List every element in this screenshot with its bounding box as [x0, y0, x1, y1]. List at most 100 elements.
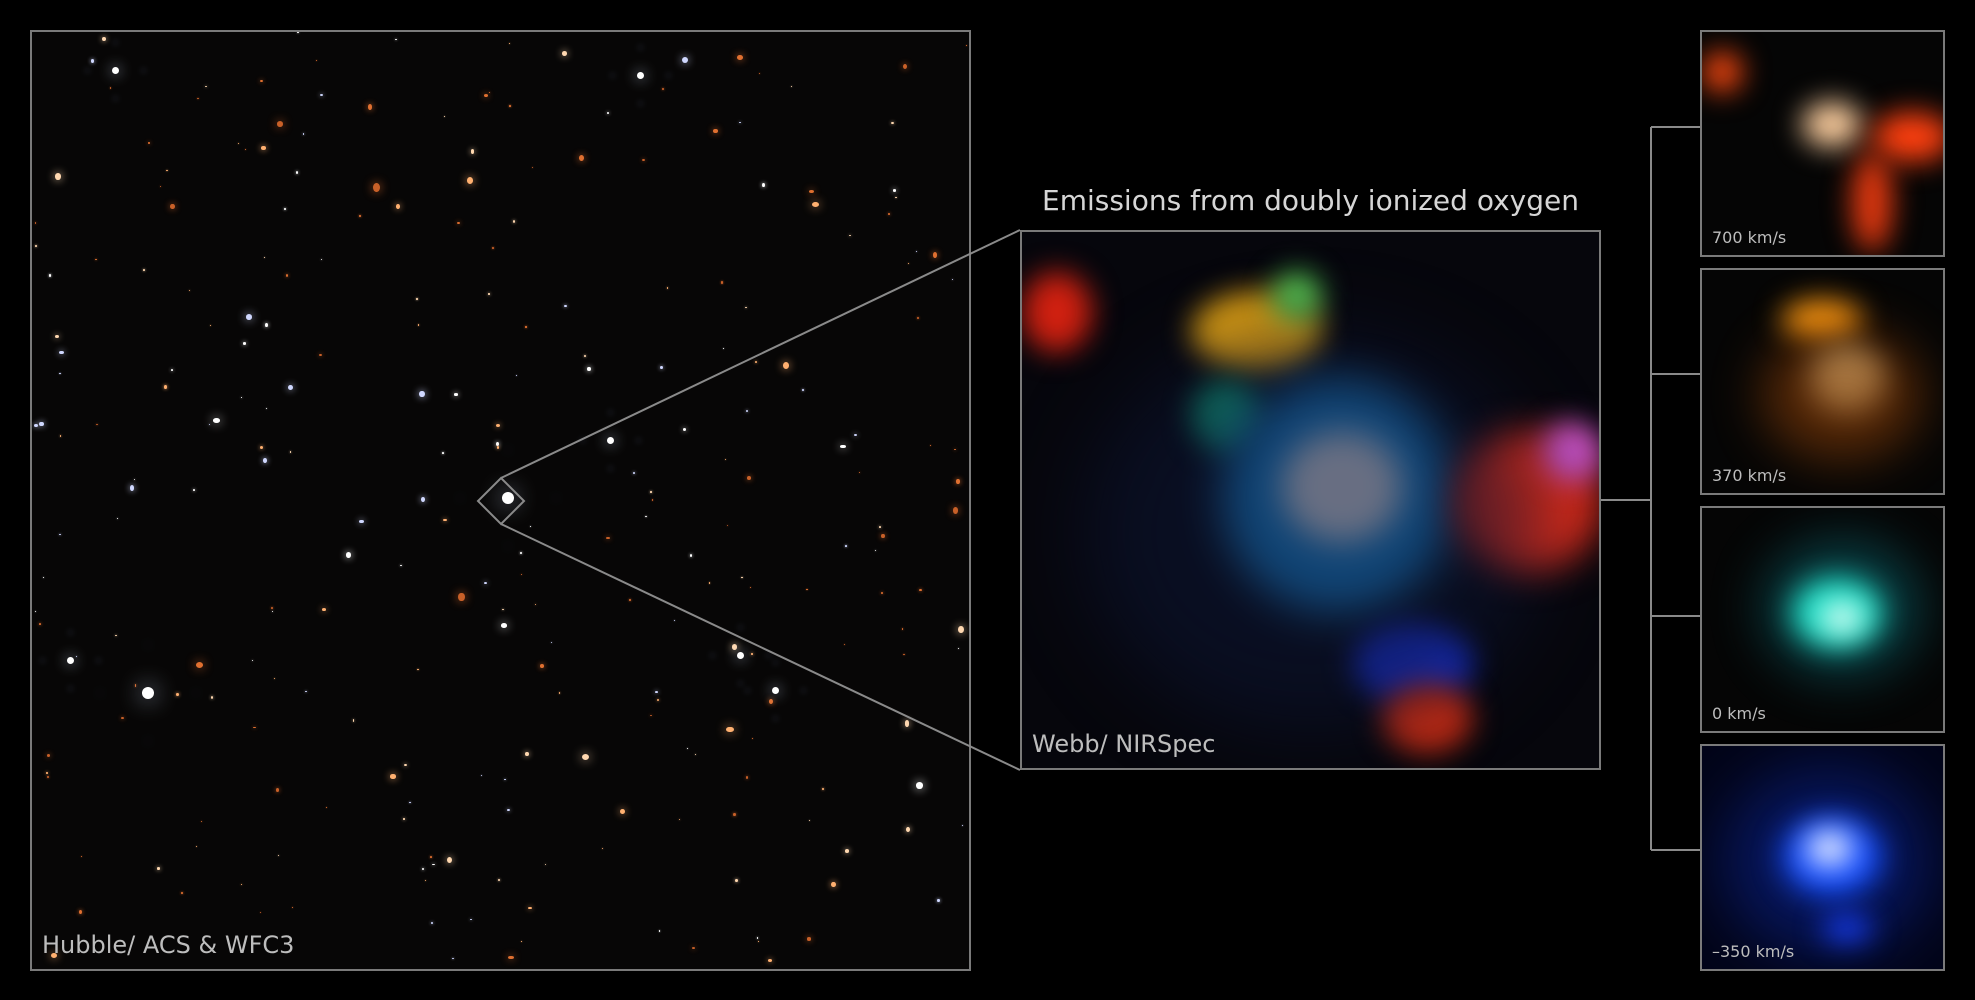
star [245, 148, 247, 151]
star [853, 433, 858, 437]
star [752, 737, 754, 739]
star [359, 215, 362, 217]
star [212, 417, 221, 423]
star [205, 85, 208, 88]
star [808, 820, 810, 822]
star [143, 269, 146, 271]
star [849, 234, 852, 237]
star [903, 653, 905, 655]
star [660, 366, 663, 370]
star [504, 778, 506, 781]
star [642, 159, 646, 162]
star [649, 491, 652, 493]
star [687, 748, 689, 749]
star [712, 128, 718, 134]
star [95, 258, 97, 261]
star [587, 366, 591, 371]
star [520, 552, 523, 555]
hubble-image-panel: Hubble/ ACS & WFC3 [30, 30, 971, 971]
star [745, 409, 748, 412]
star [858, 472, 861, 474]
star [768, 958, 773, 962]
star [749, 586, 751, 588]
star [51, 953, 58, 959]
star [531, 167, 534, 168]
star [245, 313, 253, 320]
velocity-label: 0 km/s [1712, 704, 1766, 723]
star [196, 845, 198, 847]
star [681, 57, 688, 64]
star [390, 774, 396, 779]
star [958, 648, 960, 649]
star [253, 726, 256, 729]
star [874, 550, 876, 552]
star [888, 213, 891, 215]
star [261, 146, 266, 150]
star [581, 753, 590, 760]
star [54, 173, 61, 180]
star [164, 385, 167, 389]
star [930, 445, 932, 447]
star [46, 754, 51, 758]
star [109, 86, 112, 89]
star [831, 882, 836, 888]
star [564, 304, 567, 307]
star [196, 662, 204, 669]
bright-star [502, 492, 514, 504]
star [579, 155, 585, 162]
star [34, 423, 38, 427]
star [881, 533, 885, 539]
star [629, 598, 631, 601]
star [529, 525, 532, 528]
star [352, 719, 355, 722]
star [737, 55, 743, 60]
star [372, 182, 380, 192]
star [420, 497, 425, 503]
star [291, 906, 294, 909]
star [895, 196, 897, 199]
star [289, 451, 292, 453]
velocity-panel-700: 700 km/s [1700, 30, 1945, 257]
star [297, 32, 299, 34]
star [320, 258, 323, 261]
star [260, 446, 264, 450]
star [726, 525, 729, 527]
star [952, 507, 959, 514]
star [429, 855, 432, 858]
star [49, 274, 51, 277]
star [747, 475, 751, 480]
bright-star [607, 437, 614, 444]
star [208, 423, 211, 426]
star [524, 751, 529, 757]
star [101, 36, 106, 41]
star [844, 849, 849, 853]
star [500, 623, 508, 629]
star [368, 104, 373, 110]
star [42, 576, 44, 579]
star [90, 59, 94, 63]
star [619, 808, 625, 815]
star [678, 818, 681, 821]
star [46, 772, 49, 774]
star [345, 552, 351, 558]
star [892, 188, 897, 192]
star [583, 354, 586, 357]
star [394, 38, 397, 41]
star [512, 220, 515, 223]
star [801, 389, 804, 392]
star [425, 879, 427, 882]
star [652, 499, 654, 501]
star [130, 485, 135, 491]
star [901, 627, 904, 630]
star [734, 879, 738, 883]
star [409, 801, 411, 804]
star [296, 171, 299, 174]
star [54, 334, 59, 339]
star [480, 775, 482, 777]
bright-star [67, 657, 74, 664]
star [432, 863, 435, 866]
star [822, 787, 824, 790]
star [34, 222, 37, 225]
star [209, 325, 211, 326]
webb-label: Webb/ NIRSpec [1032, 730, 1216, 758]
